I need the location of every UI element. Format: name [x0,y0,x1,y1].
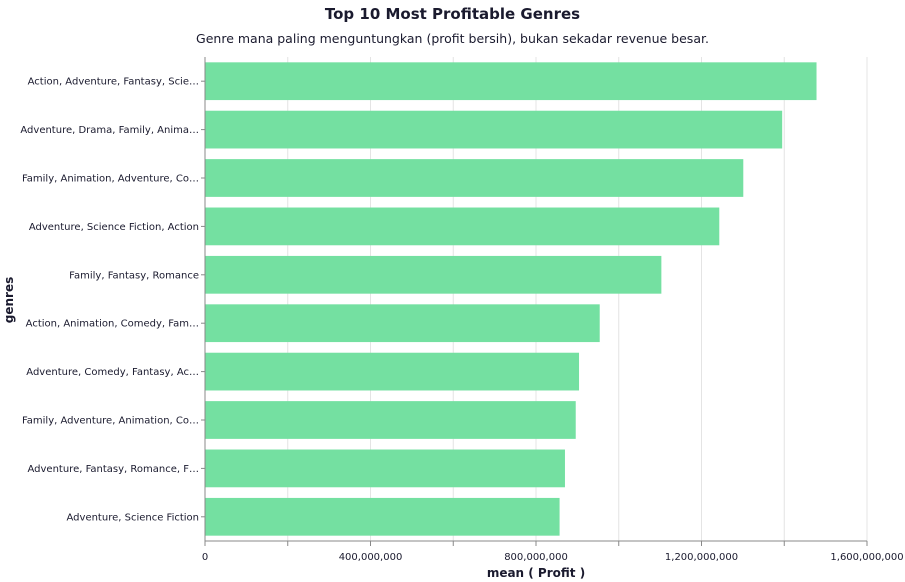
bar[interactable] [205,110,783,149]
bar[interactable] [205,401,576,439]
x-tick-label: 1,600,000,000 [830,552,903,563]
x-axis-title: mean ( Profit ) [487,566,585,580]
chart-title: Top 10 Most Profitable Genres [324,5,581,23]
bar[interactable] [205,352,580,391]
bar[interactable] [205,497,560,536]
axes: Action, Adventure, Fantasy, Scie… Adventu… [20,57,904,563]
category-label: Family, Adventure, Animation, Co… [22,416,199,427]
bar[interactable] [205,207,720,246]
x-tick-label: 0 [202,552,208,563]
category-label: Adventure, Comedy, Fantasy, Ac… [26,367,199,378]
x-tick-label: 1,200,000,000 [665,552,738,563]
x-tick-label: 800,000,000 [504,552,568,563]
category-label: Adventure, Fantasy, Romance, F… [28,464,200,475]
bars [205,62,817,536]
category-label: Adventure, Science Fiction [67,512,199,523]
x-tick-label: 400,000,000 [339,552,403,563]
category-label: Family, Fantasy, Romance [69,270,199,281]
category-label: Family, Animation, Adventure, Co… [22,174,199,185]
category-label: Adventure, Science Fiction, Action [29,222,199,233]
y-axis-title: genres [2,277,16,323]
bar[interactable] [205,255,662,294]
category-label: Action, Adventure, Fantasy, Scie… [28,77,199,88]
category-label: Adventure, Drama, Family, Anima… [20,125,199,136]
bar[interactable] [205,62,817,101]
chart-subtitle: Genre mana paling menguntungkan (profit … [196,31,709,46]
bar[interactable] [205,449,565,488]
bar[interactable] [205,304,600,343]
category-label: Action, Animation, Comedy, Fam… [26,319,199,330]
bar[interactable] [205,159,744,197]
